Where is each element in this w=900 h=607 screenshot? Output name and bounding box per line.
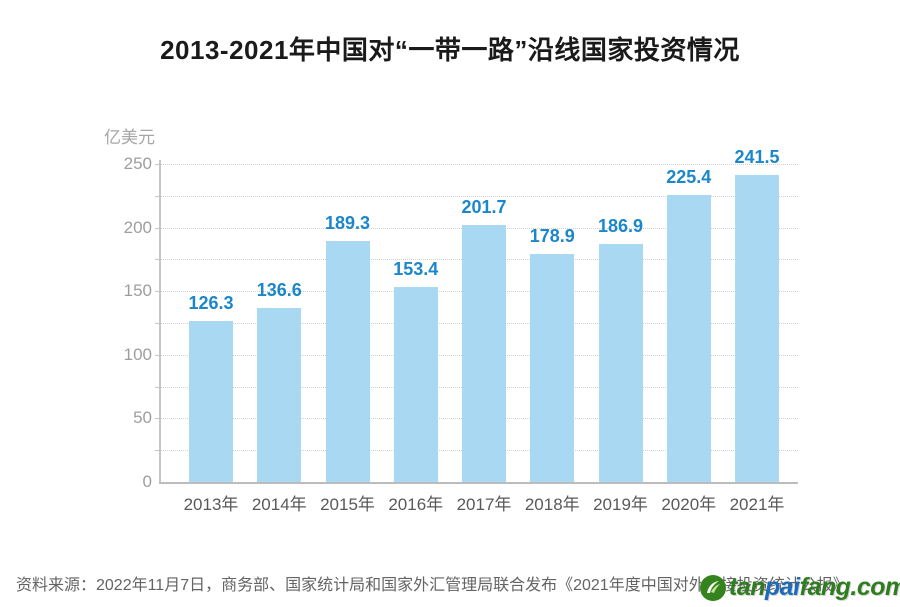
- y-axis-tick: [155, 418, 160, 420]
- bar-value-label: 136.6: [256, 280, 302, 301]
- y-tick-label: 50: [133, 408, 152, 428]
- bar-value-label: 189.3: [324, 213, 371, 234]
- y-tick-label: 100: [123, 344, 152, 364]
- x-tick-label: 2021年: [729, 495, 785, 514]
- bar: [325, 241, 370, 482]
- x-tick-label: 2020年: [661, 495, 717, 514]
- bar: [598, 244, 643, 482]
- watermark-part-fang: fang.com: [799, 573, 900, 601]
- bar-value-label: 225.4: [666, 167, 712, 188]
- bar-value-label: 178.9: [529, 226, 575, 247]
- y-tick-label: 200: [123, 217, 152, 237]
- x-tick-label: 2017年: [456, 495, 512, 514]
- x-tick-label: 2019年: [593, 495, 648, 514]
- y-tick-label: 150: [123, 281, 152, 301]
- y-axis-tick: [155, 164, 160, 165]
- bar-value-label: 201.7: [461, 197, 507, 218]
- x-tick-label: 2016年: [388, 495, 444, 514]
- bar: [393, 286, 438, 482]
- bar-value-label: 186.9: [597, 216, 644, 237]
- y-axis-tick: [155, 259, 160, 261]
- x-tick-label: 2018年: [524, 495, 580, 514]
- y-axis-tick: [155, 386, 160, 388]
- y-axis-tick: [155, 450, 160, 452]
- bar-value-label: 126.3: [188, 293, 234, 314]
- y-axis-line: [159, 160, 161, 482]
- bar: [462, 225, 506, 482]
- x-tick-label: 2015年: [320, 495, 375, 514]
- bar: [666, 195, 711, 482]
- bar-value-label: 153.4: [393, 258, 439, 279]
- page-title: 2013-2021年中国对“一带一路”沿线国家投资情况: [160, 35, 740, 65]
- watermark: tanpaifang.com: [699, 573, 900, 602]
- y-axis-tick: [155, 354, 160, 356]
- y-axis-tick: [155, 291, 160, 293]
- y-tick-label: 0: [142, 472, 152, 491]
- x-axis-line: [159, 482, 798, 484]
- bar: [257, 308, 302, 482]
- tanpaifang-logo-icon: [700, 574, 726, 601]
- source-note: 资料来源：2022年11月7日，商务部、国家统计局和国家外汇管理局联合发布《20…: [16, 577, 849, 594]
- y-axis-tick: [155, 227, 160, 229]
- watermark-part-tan: tan: [729, 573, 766, 601]
- y-axis-tick: [155, 323, 160, 324]
- bar-value-label: 241.5: [734, 146, 780, 167]
- bar: [735, 174, 779, 482]
- y-axis-unit-label: 亿美元: [104, 128, 155, 147]
- y-tick-label: 250: [123, 154, 152, 173]
- bar: [530, 254, 575, 482]
- bar: [189, 321, 233, 482]
- y-axis-tick: [155, 195, 160, 197]
- watermark-part-pai: pai: [765, 573, 800, 601]
- watermark-text: tanpaifang.com: [729, 573, 900, 602]
- x-tick-label: 2013年: [183, 495, 239, 514]
- gridline: [160, 195, 798, 197]
- gridline: [160, 164, 798, 165]
- x-tick-label: 2014年: [251, 495, 307, 514]
